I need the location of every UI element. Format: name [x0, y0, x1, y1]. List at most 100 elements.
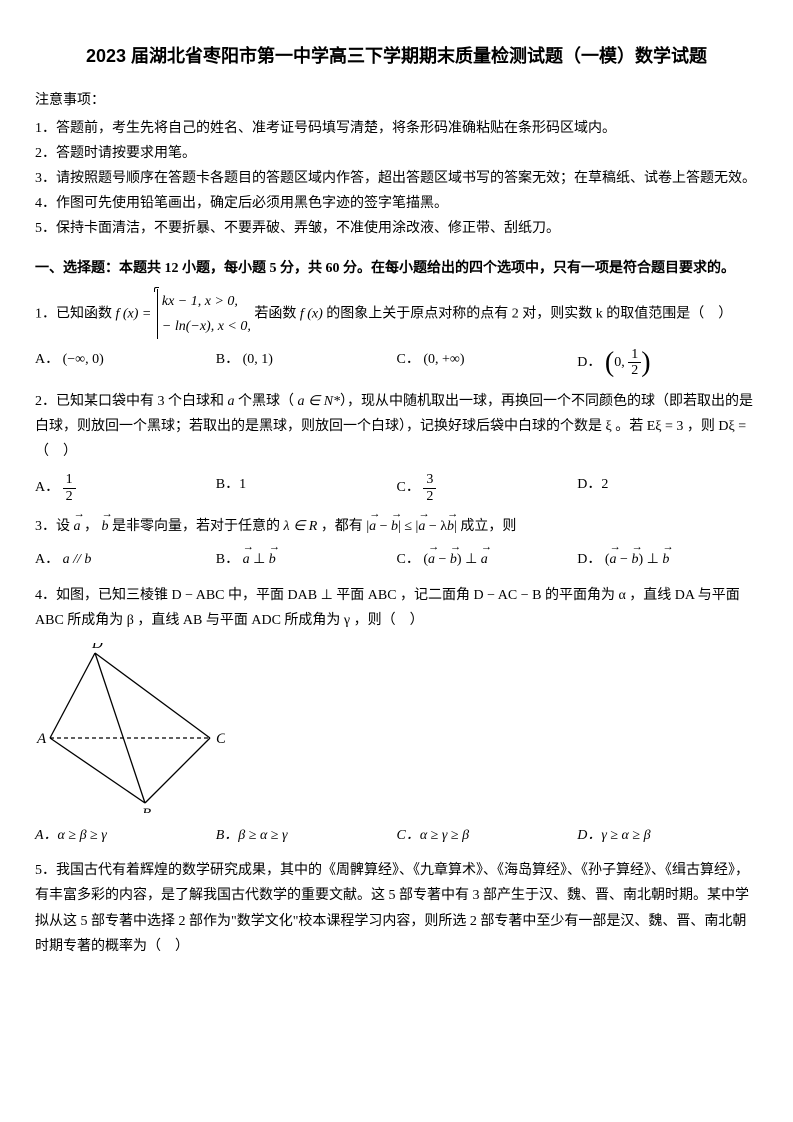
opt-label: B． — [216, 552, 239, 567]
q3-opt-c: C． (a − b) ⊥ a — [397, 547, 578, 572]
vec-a-icon: a — [74, 514, 81, 539]
q5-line4: 时期专著的概率为（ ） — [35, 934, 758, 959]
notice-label: 注意事项： — [35, 88, 758, 113]
q3-mid2: ，都有 — [321, 519, 367, 534]
q2-options: A． 12 B．1 C． 32 D．2 — [35, 472, 758, 504]
q2-text: 个黑球（ — [235, 394, 298, 409]
numer: 3 — [423, 472, 436, 488]
opt-math: (−∞, 0) — [63, 352, 104, 367]
q3-mid1: 是非零向量，若对于任意的 — [112, 519, 284, 534]
tetrahedron-svg: A B C D — [35, 643, 225, 813]
q3-tail: 成立，则 — [460, 519, 516, 534]
vec-a-icon: a — [418, 514, 425, 539]
vec-a-icon: a — [243, 547, 250, 572]
q4-line1: 4．如图，已知三棱锥 D − ABC 中，平面 DAB ⊥ 平面 ABC ，记二… — [35, 583, 758, 608]
q1-case1: kx − 1, x > 0, — [162, 289, 251, 314]
fraction: 32 — [423, 472, 436, 504]
bar-icon: | — [454, 519, 457, 534]
q3-opt-d: D． (a − b) ⊥ b — [577, 547, 758, 572]
q5-line3: 拟从这 5 部专著中选择 2 部作为"数学文化"校本课程学习内容，则所选 2 部… — [35, 909, 758, 934]
notice-item: 2．答题时请按要求用笔。 — [35, 141, 758, 166]
q1-options: A． (−∞, 0) B． (0, 1) C． (0, +∞) D． (0, 1… — [35, 347, 758, 379]
bar-icon: | ≤ | — [398, 519, 418, 534]
vec-b-icon: b — [450, 547, 457, 572]
vec-a-icon: a — [610, 547, 617, 572]
numer: 1 — [628, 347, 641, 363]
vec-b-icon: b — [631, 547, 638, 572]
q1-opt-a: A． (−∞, 0) — [35, 347, 216, 379]
denom: 2 — [63, 489, 76, 504]
vec-b-icon: b — [447, 514, 454, 539]
q3-lambda: λ ∈ R — [284, 519, 318, 534]
opt-label: A． — [35, 352, 59, 367]
q4-opt-a: A．α ≥ β ≥ γ — [35, 823, 216, 848]
q1-tail: 的图象上关于原点对称的点有 2 对，则实数 k 的取值范围是（ ） — [326, 306, 732, 321]
numer: 1 — [63, 472, 76, 488]
question-4: 4．如图，已知三棱锥 D − ABC 中，平面 DAB ⊥ 平面 ABC ，记二… — [35, 583, 758, 633]
opt-label: D． — [577, 552, 601, 567]
opt-math: a // b — [63, 552, 92, 567]
opt-math: (a − b) ⊥ a — [423, 552, 487, 567]
q1-prefix: 1．已知函数 — [35, 306, 116, 321]
q2-paren: （ ） — [35, 439, 758, 464]
q1-piecewise: kx − 1, x > 0, − ln(−x), x < 0, — [157, 289, 251, 339]
vec-a-icon: a — [369, 514, 376, 539]
q3-options: A． a // b B． a ⊥ b C． (a − b) ⊥ a D． (a … — [35, 547, 758, 572]
fraction: 12 — [63, 472, 76, 504]
q2-opt-c: C． 32 — [397, 472, 578, 504]
opt-label: B． — [216, 352, 239, 367]
question-2: 2．已知某口袋中有 3 个白球和 a 个黑球（ a ∈ N*），现从中随机取出一… — [35, 389, 758, 465]
q1-opt-b: B． (0, 1) — [216, 347, 397, 379]
denom: 2 — [423, 489, 436, 504]
paren-icon: ) — [641, 347, 650, 378]
opt-math: 0, — [614, 355, 628, 370]
opt-label: A． — [35, 481, 59, 496]
opt-math: a ⊥ b — [243, 552, 276, 567]
q1-opt-d: D． (0, 12) — [577, 347, 758, 379]
svg-text:D: D — [91, 643, 103, 652]
tetrahedron-figure: A B C D — [35, 643, 758, 813]
question-1: 1．已知函数 f (x) = kx − 1, x > 0, − ln(−x), … — [35, 289, 758, 339]
q2-var-a: a — [228, 394, 235, 409]
notice-list: 1．答题前，考生先将自己的姓名、准考证号码填写清楚，将条形码准确粘贴在条形码区域… — [35, 116, 758, 242]
q3-ineq: |a − b| ≤ |a − λb| — [366, 519, 460, 534]
opt-label: C． — [397, 552, 420, 567]
svg-text:B: B — [142, 806, 151, 813]
opt-label: D． — [577, 355, 601, 370]
vec-a-icon: a — [428, 547, 435, 572]
q3-opt-b: B． a ⊥ b — [216, 547, 397, 572]
q1-fx2: f (x) — [300, 306, 323, 321]
notice-item: 3．请按照题号顺序在答题卡各题目的答题区域内作答，超出答题区域书写的答案无效；在… — [35, 166, 758, 191]
svg-text:C: C — [216, 731, 225, 747]
section-heading: 一、选择题：本题共 12 小题，每小题 5 分，共 60 分。在每小题给出的四个… — [35, 256, 758, 281]
notice-item: 1．答题前，考生先将自己的姓名、准考证号码填写清楚，将条形码准确粘贴在条形码区域… — [35, 116, 758, 141]
opt-math: (0, +∞) — [423, 352, 464, 367]
q4-opt-b: B．β ≥ α ≥ γ — [216, 823, 397, 848]
q2-text: ），现从中随机取出一球，再换回一个不同颜色的球（即若取出的是 — [340, 394, 753, 409]
q1-fx: f (x) = — [116, 306, 152, 321]
opt-label: C． — [397, 481, 420, 496]
q3-pre: 3．设 — [35, 519, 74, 534]
notice-item: 5．保持卡面清洁，不要折暴、不要弄破、弄皱，不准使用涂改液、修正带、刮纸刀。 — [35, 216, 758, 241]
comma: ， — [84, 519, 98, 534]
svg-text:A: A — [36, 731, 47, 747]
page-title: 2023 届湖北省枣阳市第一中学高三下学期期末质量检测试题（一模）数学试题 — [35, 40, 758, 72]
q2-opt-d: D．2 — [577, 472, 758, 504]
vec-b-icon: b — [269, 547, 276, 572]
q3-opt-a: A． a // b — [35, 547, 216, 572]
vec-b-icon: b — [391, 514, 398, 539]
q5-line1: 5．我国古代有着辉煌的数学研究成果，其中的《周髀算经》、《九章算术》、《海岛算经… — [35, 858, 758, 883]
q4-line2: ABC 所成角为 β ，直线 AB 与平面 ADC 所成角为 γ ，则（ ） — [35, 608, 758, 633]
q4-options: A．α ≥ β ≥ γ B．β ≥ α ≥ γ C．α ≥ γ ≥ β D．γ … — [35, 823, 758, 848]
notice-item: 4．作图可先使用铅笔画出，确定后必须用黑色字迹的签字笔描黑。 — [35, 191, 758, 216]
opt-math: (a − b) ⊥ b — [605, 552, 669, 567]
question-3: 3．设 a ， b 是非零向量，若对于任意的 λ ∈ R ，都有 |a − b|… — [35, 514, 758, 539]
q2-cond: a ∈ N* — [298, 394, 341, 409]
question-5: 5．我国古代有着辉煌的数学研究成果，其中的《周髀算经》、《九章算术》、《海岛算经… — [35, 858, 758, 959]
minus: − — [376, 519, 391, 534]
q2-text: 2．已知某口袋中有 3 个白球和 — [35, 394, 228, 409]
q5-line2: 有丰富多彩的内容，是了解我国古代数学的重要文献。这 5 部专著中有 3 部产生于… — [35, 883, 758, 908]
q1-opt-c: C． (0, +∞) — [397, 347, 578, 379]
denom: 2 — [628, 363, 641, 378]
opt-label: C． — [397, 352, 420, 367]
